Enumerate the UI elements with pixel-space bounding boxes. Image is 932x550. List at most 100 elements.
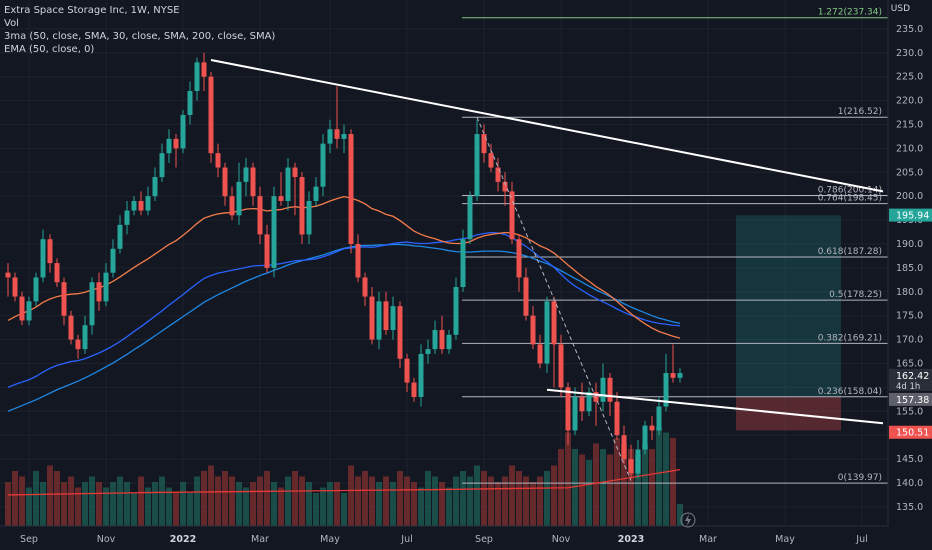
candle-body	[348, 134, 354, 244]
candle-body	[495, 167, 501, 182]
moving-average-indicator-label: 3ma (50, close, SMA, 30, close, SMA, 200…	[4, 31, 276, 42]
fib-label: 0.764(198.45)	[818, 194, 882, 204]
fib-label: 0.236(158.04)	[818, 387, 882, 397]
candle-body	[229, 196, 235, 216]
volume-bar	[572, 449, 578, 526]
candle-body	[565, 387, 571, 431]
candle-body	[628, 459, 634, 474]
volume-bar	[117, 476, 123, 526]
candle-body	[152, 177, 158, 197]
candle-body	[285, 167, 291, 201]
candle-body	[460, 239, 466, 288]
volume-bar	[537, 476, 543, 526]
volume-bar	[523, 476, 529, 526]
candle-body	[383, 301, 389, 331]
volume-bar	[404, 476, 410, 526]
volume-bar	[355, 476, 361, 526]
time-tick-label: Mar	[251, 534, 269, 545]
fib-label: 0.618(187.28)	[818, 247, 882, 257]
candle-body	[54, 263, 60, 283]
target-zone	[736, 215, 841, 397]
volume-bar	[320, 487, 326, 526]
candle-body	[516, 239, 522, 278]
time-tick-label: Nov	[552, 534, 571, 545]
candle-body	[264, 234, 270, 268]
candle-body	[663, 373, 669, 407]
volume-bar	[418, 487, 424, 526]
candle-body	[96, 282, 102, 302]
candle-body	[509, 191, 515, 240]
candle-body	[306, 200, 312, 235]
time-tick-label: Mar	[699, 534, 717, 545]
volume-bar	[383, 476, 389, 526]
volume-bar	[194, 476, 200, 526]
volume-bar	[607, 454, 613, 526]
time-tick-label: 2022	[170, 534, 196, 545]
price-tick-label: 190.0	[896, 239, 923, 250]
volume-bar	[124, 482, 130, 526]
volume-bar	[110, 482, 116, 526]
price-tick-label: 165.0	[896, 358, 923, 369]
volume-bar	[628, 449, 634, 526]
volume-bar	[103, 487, 109, 526]
volume-bar	[390, 482, 396, 526]
price-badge	[889, 208, 932, 222]
candle-body	[103, 272, 109, 302]
upper-trend-line	[210, 58, 884, 193]
volume-bar	[530, 482, 536, 526]
candle-body	[243, 167, 249, 182]
ema-indicator-label: EMA (50, close, 0)	[4, 44, 95, 55]
chart-legend: Extra Space Storage Inc, 1W, NYSE Vol 3m…	[4, 4, 275, 56]
lightning-icon-bolt	[685, 514, 691, 526]
fib-label: 1.272(237.34)	[818, 8, 882, 18]
currency-label: USD	[890, 4, 910, 14]
candle-body	[334, 129, 340, 139]
candle-body	[166, 138, 172, 154]
candle-body	[446, 334, 452, 350]
candle-body	[47, 239, 53, 264]
candle-body	[537, 344, 543, 364]
candle-body	[642, 425, 648, 450]
volume-bar	[306, 482, 312, 526]
volume-bar	[89, 476, 95, 526]
volume-bar	[12, 471, 18, 526]
volume-bar	[488, 476, 494, 526]
volume-bar	[348, 465, 354, 526]
volume-bar	[579, 454, 585, 526]
volume-bar	[600, 449, 606, 526]
candle-body	[488, 153, 494, 168]
candle-body	[89, 282, 95, 326]
candle-body	[376, 301, 382, 340]
candle-body	[677, 373, 683, 378]
price-tick-label: 140.0	[896, 478, 923, 489]
candle-body	[586, 392, 592, 412]
volume-bar	[299, 476, 305, 526]
candle-body	[362, 277, 368, 297]
volume-bar	[201, 471, 207, 526]
candle-body	[341, 134, 347, 139]
candle-body	[236, 181, 242, 216]
fib-label: 0.5(178.25)	[829, 290, 882, 300]
candle-body	[26, 301, 32, 321]
price-tick-label: 235.0	[896, 24, 923, 35]
volume-bar	[257, 476, 263, 526]
volume-bar	[208, 465, 214, 526]
volume-bar	[481, 471, 487, 526]
price-tick-label: 145.0	[896, 454, 923, 465]
candle-body	[201, 62, 207, 77]
volume-bar	[621, 443, 627, 526]
candle-body	[194, 62, 200, 92]
volume-bar	[54, 471, 60, 526]
candle-body	[390, 306, 396, 331]
volume-bar	[47, 465, 53, 526]
volume-bar	[369, 476, 375, 526]
price-tick-label: 230.0	[896, 48, 923, 59]
volume-bar	[292, 471, 298, 526]
volume-bar	[565, 432, 571, 526]
candle-body	[61, 282, 67, 316]
volume-bar	[229, 476, 235, 526]
volume-bar	[516, 471, 522, 526]
volume-bar	[19, 476, 25, 526]
volume-bar	[271, 482, 277, 526]
